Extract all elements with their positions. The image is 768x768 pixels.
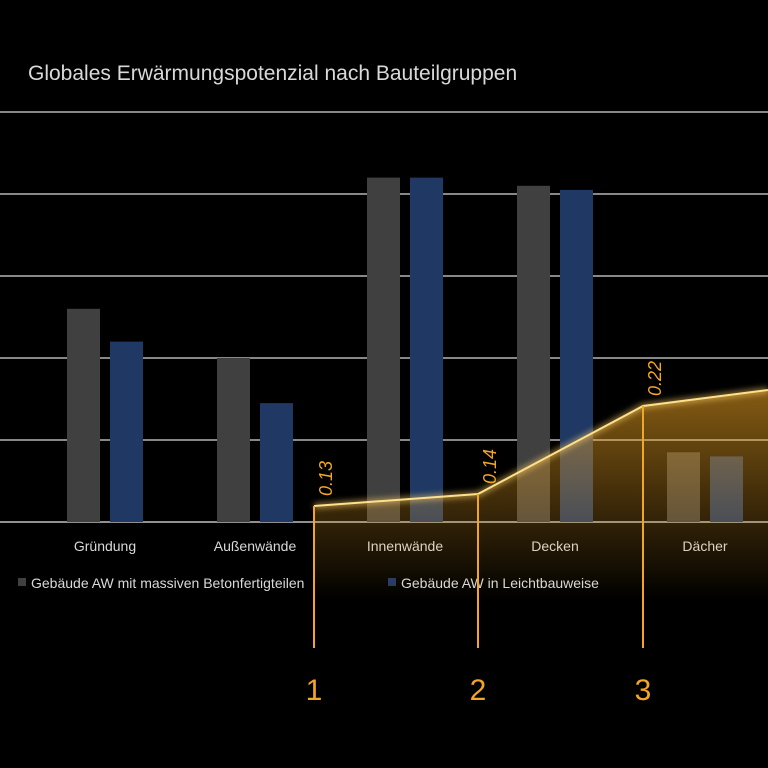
x-tick-label: Gründung (74, 538, 136, 554)
overlay-annotation: 0.13 1 0.14 2 0.22 3 (306, 361, 768, 707)
overlay-value-label: 0.22 (645, 361, 665, 396)
overlay-step-number: 1 (306, 674, 323, 707)
overlay-value-label: 0.14 (480, 449, 500, 484)
bar (217, 358, 250, 522)
chart-title: Globales Erwärmungspotenzial nach Bautei… (28, 62, 517, 85)
bar (260, 403, 293, 522)
overlay-step-number: 2 (470, 674, 487, 707)
overlay-glow-area (314, 390, 768, 600)
bar (367, 177, 400, 522)
bar (67, 308, 100, 522)
legend-swatch (18, 578, 26, 586)
x-tick-label: Außenwände (214, 538, 297, 554)
overlay-value-label: 0.13 (316, 461, 336, 496)
legend-label: Gebäude AW mit massiven Betonfertigteile… (31, 575, 304, 591)
bar (110, 341, 143, 522)
bar (410, 177, 443, 522)
overlay-line (313, 389, 768, 507)
overlay-step-number: 3 (635, 674, 652, 707)
